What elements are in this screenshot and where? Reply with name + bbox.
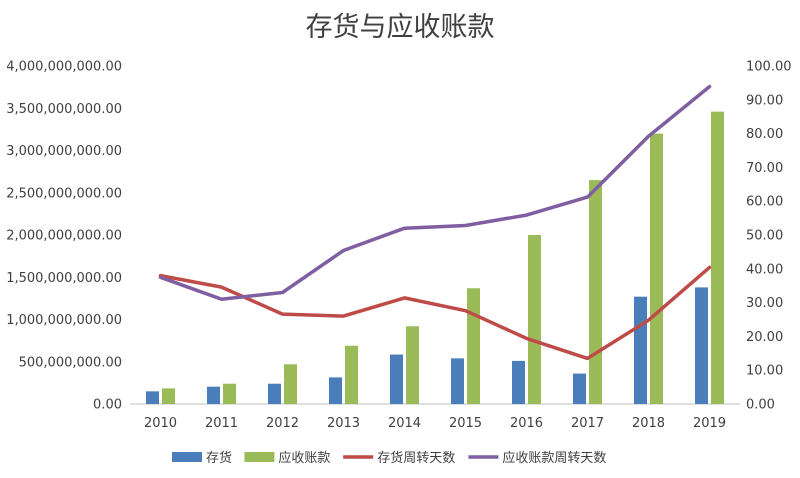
right-tick-label: 40.00 bbox=[746, 262, 783, 277]
bar-存货-2013 bbox=[329, 377, 342, 404]
x-tick-label: 2017 bbox=[571, 416, 604, 431]
bar-存货-2012 bbox=[268, 383, 281, 404]
right-tick-label: 0.00 bbox=[746, 398, 775, 413]
bar-存货-2014 bbox=[390, 354, 403, 404]
left-tick-label: 3,000,000,000.00 bbox=[6, 144, 122, 159]
legend-label-应收账款周转天数: 应收账款周转天数 bbox=[502, 450, 606, 466]
left-tick-label: 1,000,000,000.00 bbox=[6, 313, 122, 328]
chart-title: 存货与应收账款 bbox=[306, 12, 495, 43]
legend-swatch-存货 bbox=[172, 452, 202, 462]
x-tick-label: 2011 bbox=[205, 416, 238, 431]
x-tick-label: 2015 bbox=[449, 416, 482, 431]
right-tick-label: 30.00 bbox=[746, 296, 783, 311]
bar-应收账款-2013 bbox=[345, 345, 358, 404]
x-tick-label: 2019 bbox=[693, 416, 726, 431]
bar-应收账款-2019 bbox=[711, 111, 724, 404]
bar-应收账款-2014 bbox=[406, 326, 419, 404]
left-tick-label: 2,000,000,000.00 bbox=[6, 229, 122, 244]
legend-label-存货周转天数: 存货周转天数 bbox=[377, 450, 455, 466]
line-应收账款周转天数 bbox=[158, 84, 712, 301]
right-tick-label: 80.00 bbox=[746, 127, 783, 142]
legend-label-应收账款: 应收账款 bbox=[278, 450, 330, 466]
right-tick-label: 70.00 bbox=[746, 161, 783, 176]
right-tick-label: 20.00 bbox=[746, 330, 783, 345]
left-tick-label: 3,500,000,000.00 bbox=[6, 102, 122, 117]
bar-应收账款-2018 bbox=[650, 133, 663, 404]
left-axis-ticks: 0.00 500,000,000.00 1,000,000,000.00 1,500,… bbox=[6, 60, 122, 413]
legend-swatch-应收账款 bbox=[244, 452, 275, 462]
bar-应收账款-2015 bbox=[467, 288, 480, 404]
x-tick-label: 2012 bbox=[266, 416, 299, 431]
right-axis-ticks: 0.00 10.00 20.00 30.00 40.00 50.00 60.00 70.00 8… bbox=[746, 60, 792, 413]
x-tick-label: 2016 bbox=[510, 416, 543, 431]
x-axis-ticks: 2010 2011 2012 2013 2014 2015 2016 2017 2018 2019 bbox=[144, 416, 726, 431]
bar-存货-2019 bbox=[695, 287, 708, 404]
left-tick-label: 2,500,000,000.00 bbox=[6, 186, 122, 201]
legend: 存货 应收账款 存货周转天数 应收账款周转天数 bbox=[172, 450, 606, 466]
bar-存货-2016 bbox=[512, 360, 525, 404]
bar-存货-2018 bbox=[634, 296, 647, 404]
left-tick-label: 0.00 bbox=[93, 398, 122, 413]
left-tick-label: 500,000,000.00 bbox=[19, 355, 122, 370]
line-group bbox=[158, 84, 712, 361]
right-tick-label: 100.00 bbox=[746, 60, 792, 75]
x-tick-label: 2014 bbox=[388, 416, 421, 431]
right-tick-label: 50.00 bbox=[746, 229, 783, 244]
right-tick-label: 60.00 bbox=[746, 195, 783, 210]
bar-存货-2017 bbox=[573, 373, 586, 404]
x-tick-label: 2010 bbox=[144, 416, 177, 431]
x-tick-label: 2018 bbox=[632, 416, 665, 431]
left-tick-label: 1,500,000,000.00 bbox=[6, 271, 122, 286]
right-tick-label: 10.00 bbox=[746, 364, 783, 379]
left-tick-label: 4,000,000,000.00 bbox=[6, 60, 122, 75]
x-tick-label: 2013 bbox=[327, 416, 360, 431]
bar-应收账款-2011 bbox=[223, 383, 236, 404]
bar-应收账款-2017 bbox=[589, 180, 602, 404]
bar-存货-2015 bbox=[451, 358, 464, 404]
legend-label-存货: 存货 bbox=[206, 450, 232, 466]
bar-存货-2010 bbox=[146, 391, 159, 404]
line-存货周转天数 bbox=[158, 265, 712, 361]
bar-应收账款-2010 bbox=[162, 388, 175, 404]
bar-存货-2011 bbox=[207, 386, 220, 404]
bar-group bbox=[146, 111, 724, 404]
bar-应收账款-2016 bbox=[528, 235, 541, 404]
right-tick-label: 90.00 bbox=[746, 93, 783, 108]
bar-应收账款-2012 bbox=[284, 364, 297, 404]
